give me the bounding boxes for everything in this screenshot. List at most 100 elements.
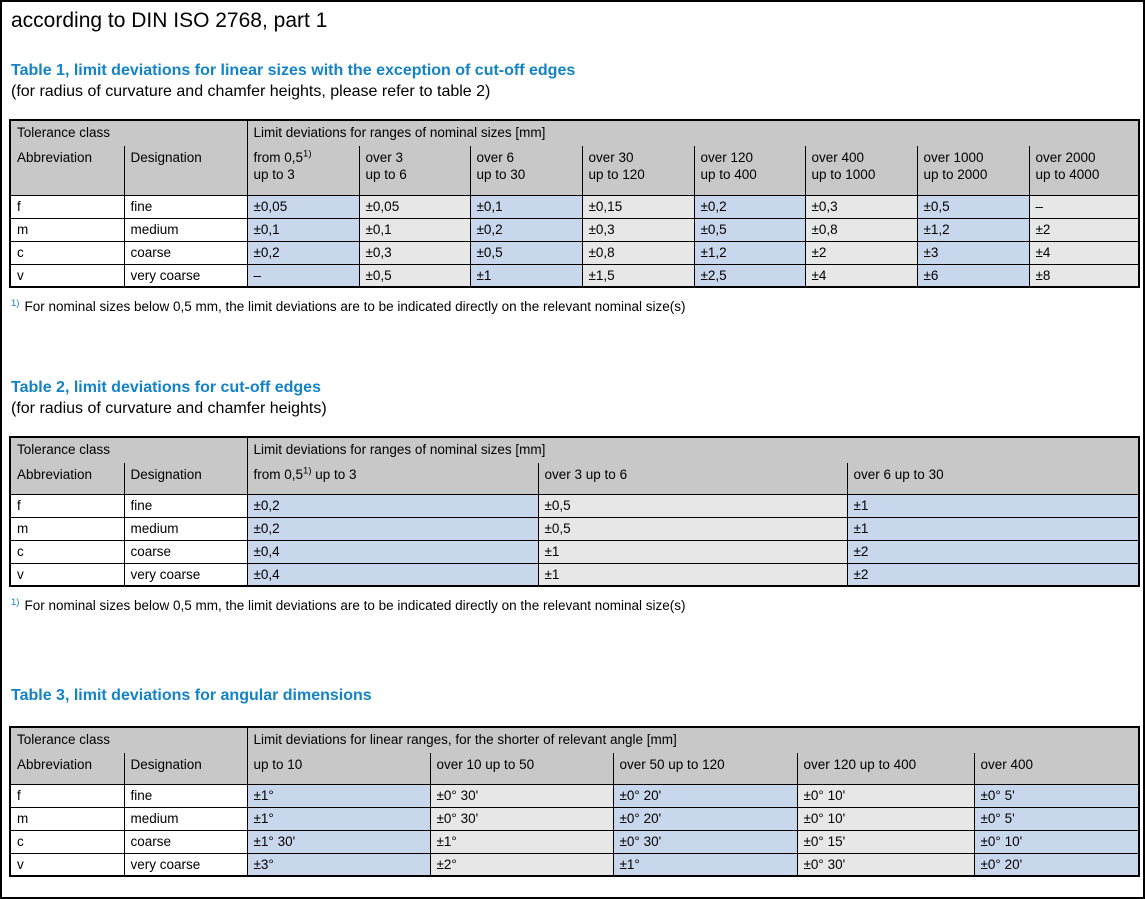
range-label-line2: up to 400 [700, 167, 757, 182]
abbreviation-cell: c [9, 240, 125, 265]
deviation-value-cell: ±2 [1028, 217, 1140, 242]
table2-section: Table 2, limit deviations for cut-off ed… [9, 378, 1141, 614]
deviation-value-cell: ±0,2 [246, 240, 360, 265]
table3-headline: Table 3, limit deviations for angular di… [11, 687, 372, 704]
designation-cell: very coarse [123, 263, 248, 288]
limit-deviations-group-header: Limit deviations for ranges of nominal s… [246, 436, 1140, 463]
size-range-column-header: over 400 [973, 753, 1140, 785]
deviation-value-cell: ±0° 10' [973, 829, 1140, 854]
deviation-value-cell: ±2 [846, 539, 1140, 564]
header-group-row: Tolerance class Limit deviations for line… [9, 726, 1140, 753]
page-title: according to DIN ISO 2768, part 1 [11, 9, 328, 32]
limit-deviations-group-header: Limit deviations for ranges of nominal s… [246, 119, 1140, 146]
deviation-value-cell: ±3° [246, 852, 431, 877]
designation-cell: coarse [123, 539, 248, 564]
tolerance-class-row: m medium ±0,1 ±0,1 ±0,2 ±0,3 ±0,5 ±0,8 ±1,2 ±2 [9, 217, 1140, 242]
designation-cell: fine [123, 194, 248, 219]
range-label: over 6 up to 30 [853, 467, 944, 482]
tolerance-class-row: c coarse ±0,4 ±1 ±2 [9, 539, 1140, 564]
column-header-row: Abbreviation Designation from 0,51) up to … [9, 463, 1140, 495]
deviation-value-cell: ±1 [537, 539, 848, 564]
abbreviation-cell: f [9, 493, 125, 518]
range-label: over 3 up to 6 [544, 467, 628, 482]
designation-cell: coarse [123, 829, 248, 854]
table3-limit-deviations-angular: Tolerance class Limit deviations for line… [9, 726, 1141, 877]
deviation-value-cell: ±0,5 [537, 516, 848, 541]
range-label-line2: up to 120 [588, 167, 645, 182]
deviation-value-cell: ±0,3 [804, 194, 918, 219]
tolerance-class-row: c coarse ±1° 30' ±1° ±0° 30' ±0° 15' ±0° 10' [9, 829, 1140, 854]
table1-subtitle: (for radius of curvature and chamfer hei… [11, 83, 491, 100]
range-label: over 120 [700, 150, 754, 165]
table1-limit-deviations-linear: Tolerance class Limit deviations for rang… [9, 119, 1141, 288]
designation-cell: very coarse [123, 562, 248, 587]
deviation-value-cell: ±1 [846, 516, 1140, 541]
designation-column-header: Designation [123, 146, 248, 196]
abbreviation-column-header: Abbreviation [9, 753, 125, 785]
range-label: over 3 [365, 150, 404, 165]
tolerance-class-row: f fine ±0,05 ±0,05 ±0,1 ±0,15 ±0,2 ±0,3 ±0,5– [9, 194, 1140, 219]
deviation-value-cell: ±0,1 [246, 217, 360, 242]
deviation-value-cell: ±0,5 [358, 263, 471, 288]
deviation-value-cell: ±0,1 [358, 217, 471, 242]
column-header-row: Abbreviation Designation from 0,51) up to 3… [9, 146, 1140, 196]
size-range-column-header: over 3 up to 6 [537, 463, 848, 495]
abbreviation-cell: v [9, 562, 125, 587]
designation-cell: fine [123, 783, 248, 808]
size-range-column-header: over 1000 up to 2000 [916, 146, 1030, 196]
deviation-value-cell: ±2 [804, 240, 918, 265]
deviation-value-cell: ±1° [612, 852, 798, 877]
table1-footnote: 1) For nominal sizes below 0,5 mm, the li… [9, 298, 1136, 315]
table2-subtitle: (for radius of curvature and chamfer hei… [11, 400, 327, 417]
abbreviation-cell: c [9, 539, 125, 564]
abbreviation-cell: v [9, 852, 125, 877]
range-label-line2: up to 2000 [923, 167, 988, 182]
size-range-column-header: over 10 up to 50 [429, 753, 614, 785]
range-label-line2: up to 3 [253, 167, 295, 182]
size-range-column-header: over 3 up to 6 [358, 146, 471, 196]
abbreviation-cell: v [9, 263, 125, 288]
column-header-row: Abbreviation Designation up to 10 over 10 u… [9, 753, 1140, 785]
designation-column-header: Designation [123, 753, 248, 785]
size-range-column-header: over 120 up to 400 [796, 753, 975, 785]
footnote-ref-marker: 1) [303, 148, 312, 160]
abbreviation-cell: f [9, 194, 125, 219]
deviation-value-cell: ±0,8 [581, 240, 695, 265]
tolerance-class-row: m medium ±0,2 ±0,5 ±1 [9, 516, 1140, 541]
range-label: from 0,5 [253, 467, 304, 482]
deviation-value-cell: ±0,5 [693, 217, 806, 242]
table3-section: Table 3, limit deviations for angular di… [9, 686, 1141, 877]
deviation-value-cell: ±2° [429, 852, 614, 877]
size-range-column-header: over 6 up to 30 [846, 463, 1140, 495]
range-label: over 400 [811, 150, 865, 165]
deviation-value-cell: ±1 [469, 263, 583, 288]
deviation-value-cell: ±2 [846, 562, 1140, 587]
deviation-value-cell: ±0° 15' [796, 829, 975, 854]
deviation-value-cell: – [1028, 194, 1140, 219]
footnote-marker: 1) [11, 596, 20, 608]
deviation-value-cell: ±4 [1028, 240, 1140, 265]
limit-deviations-group-header: Limit deviations for linear ranges, for … [246, 726, 1140, 753]
deviation-value-cell: ±1 [537, 562, 848, 587]
deviation-value-cell: ±0,3 [581, 217, 695, 242]
deviation-value-cell: ±1,2 [916, 217, 1030, 242]
deviation-value-cell: ±0,15 [581, 194, 695, 219]
range-label-line2: up to 1000 [811, 167, 876, 182]
range-label: over 400 [980, 757, 1034, 772]
size-range-column-header: over 6 up to 30 [469, 146, 583, 196]
table2-limit-deviations-cutoff: Tolerance class Limit deviations for rang… [9, 436, 1141, 587]
deviation-value-cell: ±0° 20' [973, 852, 1140, 877]
deviation-value-cell: ±0,2 [246, 493, 539, 518]
deviation-value-cell: ±6 [916, 263, 1030, 288]
tolerance-class-group-header: Tolerance class [9, 436, 248, 463]
deviation-value-cell: ±0° 5' [973, 783, 1140, 808]
tolerance-class-row: f fine ±1° ±0° 30' ±0° 20' ±0° 10' ±0° 5' [9, 783, 1140, 808]
size-range-column-header: over 30 up to 120 [581, 146, 695, 196]
deviation-value-cell: ±3 [916, 240, 1030, 265]
deviation-value-cell: ±1° [246, 783, 431, 808]
size-range-column-header: over 50 up to 120 [612, 753, 798, 785]
deviation-value-cell: ±0,2 [246, 516, 539, 541]
deviation-value-cell: ±0,4 [246, 562, 539, 587]
table1-headline: Table 1, limit deviations for linear siz… [11, 62, 576, 79]
deviation-value-cell: ±1° [246, 806, 431, 831]
